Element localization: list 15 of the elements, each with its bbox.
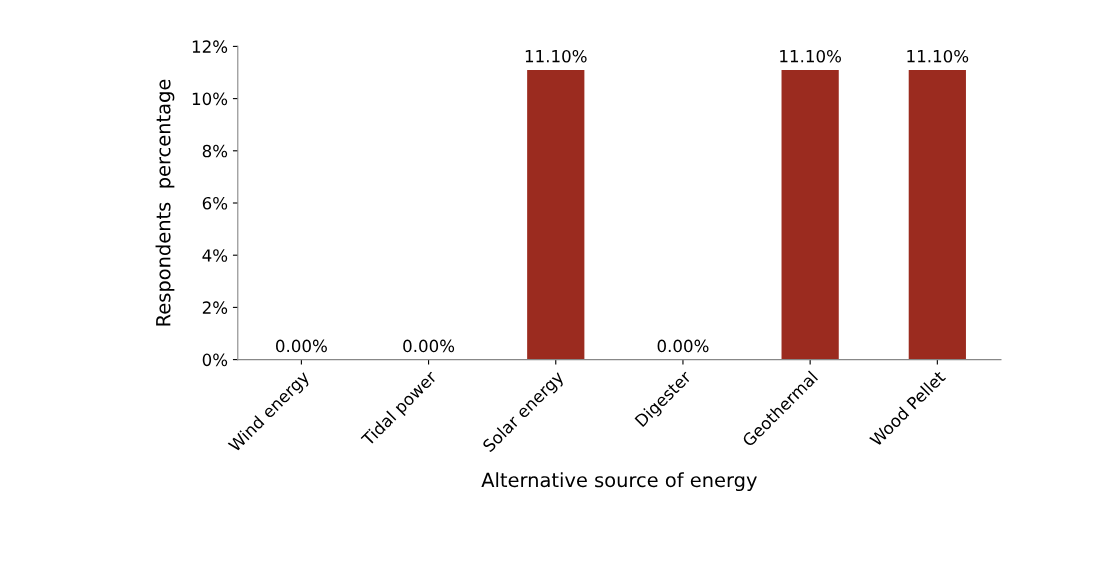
y-tick-label: 8% xyxy=(202,144,228,158)
y-tick-label: 4% xyxy=(202,249,228,262)
data-label: 0.00% xyxy=(657,339,709,353)
y-tick-label: 2% xyxy=(202,301,228,314)
y-axis-title: Respondents percentage xyxy=(155,79,175,326)
data-label: 0.00% xyxy=(276,339,327,353)
data-label: 11.10% xyxy=(907,49,969,63)
data-label: 11.10% xyxy=(780,49,841,63)
data-label: 11.10% xyxy=(525,49,587,63)
y-tick-label: 12% xyxy=(192,40,228,53)
y-tick-label: 0% xyxy=(202,353,228,367)
y-tick-label: 6% xyxy=(202,196,228,210)
y-tick-label: 10% xyxy=(192,92,228,106)
x-axis-title: Alternative source of energy xyxy=(481,472,757,492)
data-label: 0.00% xyxy=(403,339,455,353)
